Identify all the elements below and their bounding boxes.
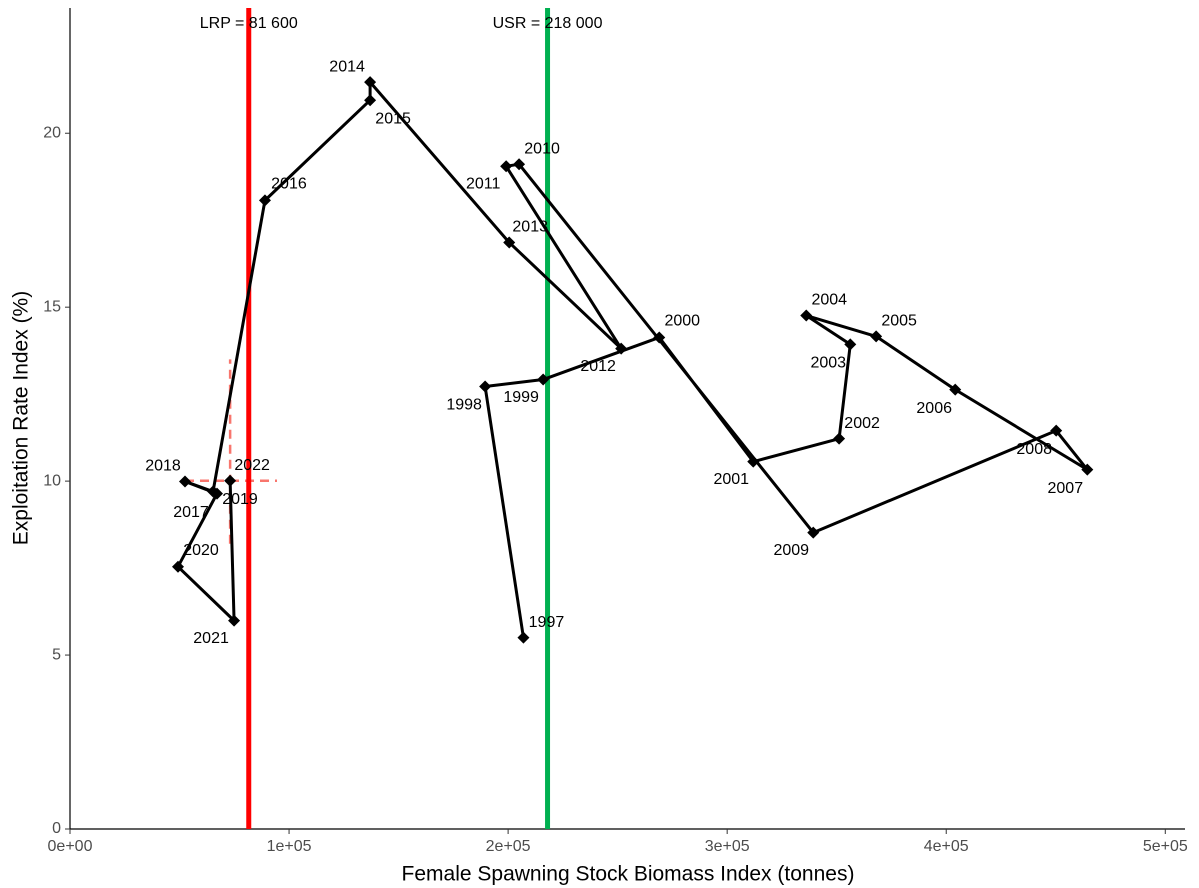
point-label: 1998 [446,397,482,414]
point [228,614,241,627]
point-label: 2017 [173,504,209,521]
point [171,560,184,573]
point-label: 2014 [329,58,365,75]
point [800,309,813,322]
point [224,474,237,487]
point-label: 2003 [810,355,846,372]
point [479,380,492,393]
x-tick-label: 2e+05 [486,838,531,855]
reference-label: LRP = 81 600 [200,15,298,32]
point [615,342,628,355]
point [949,383,962,396]
x-tick-label: 1e+05 [267,838,312,855]
trajectory [176,80,1089,638]
y-tick-label: 5 [52,646,61,663]
point-label: 2004 [811,292,847,309]
point-label: 1999 [503,389,539,406]
point [537,373,550,386]
point [364,94,377,107]
point [258,194,271,207]
point [517,631,530,644]
point-label: 2008 [1016,441,1052,458]
point-label: 2009 [773,542,809,559]
x-tick-label: 5e+05 [1143,838,1188,855]
y-tick-label: 10 [43,472,61,489]
point-label: 2007 [1048,480,1084,497]
x-tick-label: 3e+05 [705,838,750,855]
point-label: 2002 [844,415,880,432]
point-label: 2021 [193,630,229,647]
point [503,236,516,249]
point-label: 2020 [183,542,219,559]
y-tick-label: 20 [43,124,61,141]
point-label: 2006 [916,400,952,417]
point [833,432,846,445]
y-tick-label: 15 [43,298,61,315]
point-label: 2010 [524,140,560,157]
y-tick-label: 0 [52,820,61,837]
point [653,331,666,344]
point-label: 1997 [529,614,565,631]
point-label: 2013 [512,219,548,236]
point-label: 2011 [466,176,501,193]
point [513,158,526,171]
point-label: 2000 [664,313,700,330]
point [364,76,377,89]
point [807,526,820,539]
x-tick-label: 0e+00 [48,838,93,855]
point-label: 2018 [145,458,181,475]
point-label: 2016 [271,176,307,193]
point [1050,424,1063,437]
x-axis-title: Female Spawning Stock Biomass Index (ton… [402,863,855,886]
point-label: 2015 [375,110,411,127]
point [500,160,513,173]
x-tick-label: 4e+05 [924,838,969,855]
point [747,455,760,468]
y-axis-title: Exploitation Rate Index (%) [10,291,33,545]
point-label: 2019 [222,491,258,508]
reference-label: USR = 218 000 [493,15,603,32]
point-label: 2022 [234,457,270,474]
point [844,338,857,351]
point [1081,463,1094,476]
point-label: 2001 [713,471,749,488]
point-label: 2012 [580,358,616,375]
point [179,475,192,488]
point [870,330,883,343]
point [210,487,223,500]
point-label: 2005 [881,313,917,330]
